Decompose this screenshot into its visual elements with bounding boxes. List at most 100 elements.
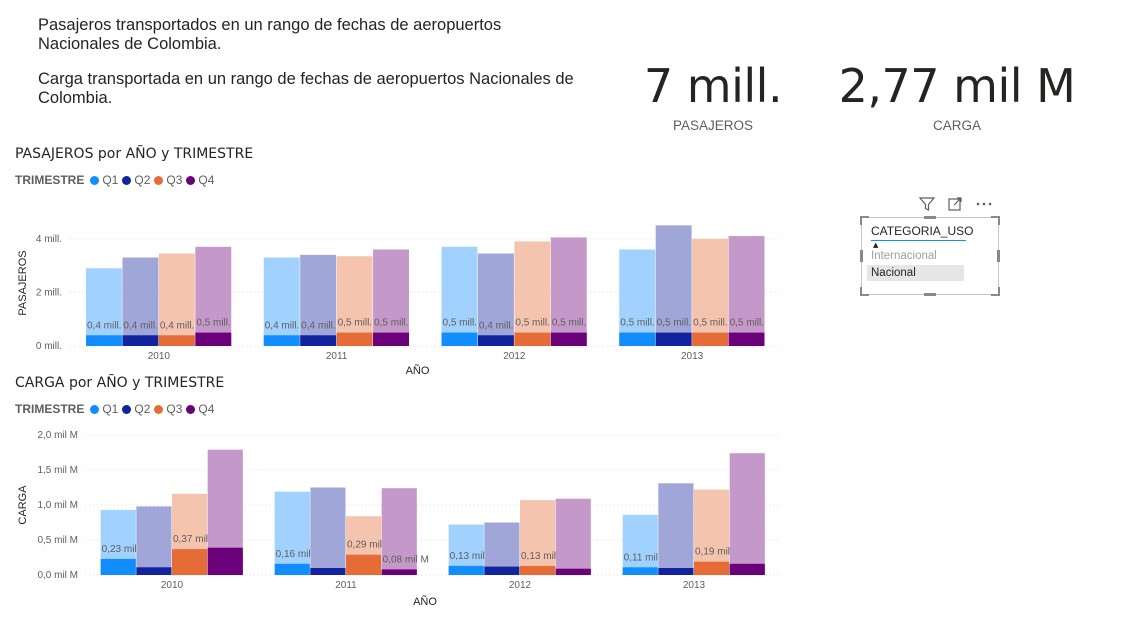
legend-item-q1[interactable]: Q1 xyxy=(90,173,118,187)
bar-selected-q2-2013[interactable] xyxy=(658,568,694,575)
bar-selected-q4-2013[interactable] xyxy=(728,332,765,346)
bar-selected-q1-2012[interactable] xyxy=(448,565,484,575)
bar-selected-q2-2011[interactable] xyxy=(300,335,337,346)
bar-selected-q3-2010[interactable] xyxy=(172,549,208,575)
chart-title-pasajeros: PASAJEROS por AÑO y TRIMESTRE xyxy=(15,146,254,162)
legend-swatch xyxy=(186,175,196,185)
bar-selected-q1-2013[interactable] xyxy=(619,332,656,346)
bar-total-q4-2013[interactable] xyxy=(729,453,765,575)
bar-selected-q2-2010[interactable] xyxy=(122,335,159,346)
bar-total-q1-2013[interactable] xyxy=(622,514,658,575)
bar-selected-q4-2013[interactable] xyxy=(729,563,765,575)
bar-total-q2-2011[interactable] xyxy=(310,487,346,576)
data-label: 0,4 mill. xyxy=(160,320,194,331)
data-label: 0,4 mill. xyxy=(265,320,299,331)
legend-item-q1[interactable]: Q1 xyxy=(90,402,118,416)
x-tick-label: 2012 xyxy=(503,351,526,362)
y-tick-label: 0,0 mil M xyxy=(37,570,78,581)
legend-label: Q1 xyxy=(102,173,119,187)
slicer-option-nacional[interactable]: Nacional xyxy=(867,265,964,281)
bar-selected-q2-2011[interactable] xyxy=(310,568,346,575)
bar-selected-q1-2012[interactable] xyxy=(441,332,478,346)
bar-selected-q4-2011[interactable] xyxy=(373,332,410,346)
bar-total-q3-2010[interactable] xyxy=(158,253,195,346)
bar-selected-q3-2013[interactable] xyxy=(692,332,729,346)
legend-item-q2[interactable]: Q2 xyxy=(122,402,150,416)
bar-total-q2-2013[interactable] xyxy=(658,483,694,575)
slicer-categoria-uso[interactable]: CATEGORIA_USO ▲ Internacional Nacional xyxy=(860,216,1000,296)
bar-selected-q1-2010[interactable] xyxy=(100,558,136,575)
legend-label: Q3 xyxy=(166,402,183,416)
bar-selected-q3-2012[interactable] xyxy=(514,332,551,346)
bar-total-q2-2010[interactable] xyxy=(122,257,159,346)
bar-total-q2-2013[interactable] xyxy=(655,225,692,346)
data-label: 0,4 mill. xyxy=(87,320,121,331)
bar-selected-q2-2013[interactable] xyxy=(655,332,692,346)
y-tick-label: 1,0 mil M xyxy=(37,500,78,511)
filter-icon[interactable] xyxy=(918,196,936,212)
bar-selected-q3-2013[interactable] xyxy=(694,561,730,575)
chart-pasajeros[interactable]: 0 mill.2 mill.4 mill.0,4 mill. 0,4 mill. 0… xyxy=(0,0,800,630)
bar-selected-q4-2010[interactable] xyxy=(195,332,232,346)
bar-selected-q4-2012[interactable] xyxy=(550,332,587,346)
bar-selected-q3-2011[interactable] xyxy=(336,332,373,346)
bar-selected-q1-2013[interactable] xyxy=(622,567,658,575)
bar-total-q3-2012[interactable] xyxy=(514,241,551,346)
bar-total-q2-2012[interactable] xyxy=(484,522,520,576)
kpi-card-pasajeros[interactable]: 7 mill. PASAJEROS xyxy=(628,60,798,133)
x-axis-title: AÑO xyxy=(406,364,430,377)
bar-total-q4-2011[interactable] xyxy=(381,488,417,575)
bar-selected-q1-2011[interactable] xyxy=(274,563,310,575)
sort-arrow-icon[interactable]: ▲ xyxy=(873,241,879,249)
legend-item-q3[interactable]: Q3 xyxy=(154,173,182,187)
intro-cargo-text: Carga transportada en un rango de fechas… xyxy=(38,70,574,107)
y-axis-title: PASAJEROS xyxy=(17,250,29,315)
legend-swatch xyxy=(90,175,100,185)
bar-total-q2-2011[interactable] xyxy=(300,254,337,346)
focus-mode-icon[interactable] xyxy=(947,196,963,212)
bar-total-q3-2012[interactable] xyxy=(520,500,556,575)
legend-item-q3[interactable]: Q3 xyxy=(154,402,182,416)
legend-item-q2[interactable]: Q2 xyxy=(122,173,150,187)
data-label: 0,5 mill. xyxy=(338,318,372,329)
legend-item-q4[interactable]: Q4 xyxy=(186,402,214,416)
chart-carga[interactable]: 0,0 mil M 0,5 mil M 1,0 mil M 1,5 mil M 2,0 … xyxy=(0,0,800,630)
bar-total-q4-2012[interactable] xyxy=(555,498,591,575)
bar-total-q3-2011[interactable] xyxy=(336,256,373,346)
bar-selected-q3-2010[interactable] xyxy=(158,335,195,346)
legend-pasajeros: TRIMESTRE Q1 Q2 Q3 Q4 xyxy=(15,173,218,187)
slicer-option-internacional[interactable]: Internacional xyxy=(871,250,937,262)
bar-selected-q3-2011[interactable] xyxy=(346,554,382,575)
bar-total-q4-2012[interactable] xyxy=(550,237,587,346)
legend-title: TRIMESTRE xyxy=(15,173,85,187)
bar-total-q4-2010[interactable] xyxy=(195,246,232,346)
bar-total-q3-2013[interactable] xyxy=(694,489,730,575)
bar-total-q1-2013[interactable] xyxy=(619,249,656,346)
bar-selected-q2-2012[interactable] xyxy=(477,335,514,346)
bar-total-q4-2011[interactable] xyxy=(373,249,410,346)
kpi-value: 2,77 mil M xyxy=(838,59,1076,113)
bar-selected-q1-2011[interactable] xyxy=(263,335,300,346)
bar-total-q1-2012[interactable] xyxy=(441,246,478,346)
bar-selected-q4-2010[interactable] xyxy=(207,547,243,575)
y-axis-title: CARGA xyxy=(17,485,29,525)
bar-selected-q2-2012[interactable] xyxy=(484,566,520,575)
bar-selected-q3-2012[interactable] xyxy=(520,565,556,575)
data-label: 0,5 mill. xyxy=(515,318,549,329)
bar-total-q2-2012[interactable] xyxy=(477,253,514,346)
bar-total-q1-2010[interactable] xyxy=(85,268,122,346)
bar-selected-q1-2010[interactable] xyxy=(85,335,122,346)
bar-selected-q2-2010[interactable] xyxy=(136,567,172,575)
x-tick-label: 2010 xyxy=(148,351,171,362)
bar-total-q4-2013[interactable] xyxy=(728,236,765,346)
bar-total-q1-2011[interactable] xyxy=(274,491,310,575)
bar-total-q1-2011[interactable] xyxy=(263,257,300,346)
bar-selected-q4-2012[interactable] xyxy=(555,568,591,575)
bar-total-q2-2010[interactable] xyxy=(136,506,172,575)
more-options-icon[interactable] xyxy=(974,196,994,212)
bar-total-q3-2013[interactable] xyxy=(692,238,729,346)
kpi-card-carga[interactable]: 2,77 mil M CARGA xyxy=(832,60,1082,133)
bar-selected-q4-2011[interactable] xyxy=(381,569,417,575)
x-tick-label: 2011 xyxy=(326,351,348,362)
legend-item-q4[interactable]: Q4 xyxy=(186,173,214,187)
